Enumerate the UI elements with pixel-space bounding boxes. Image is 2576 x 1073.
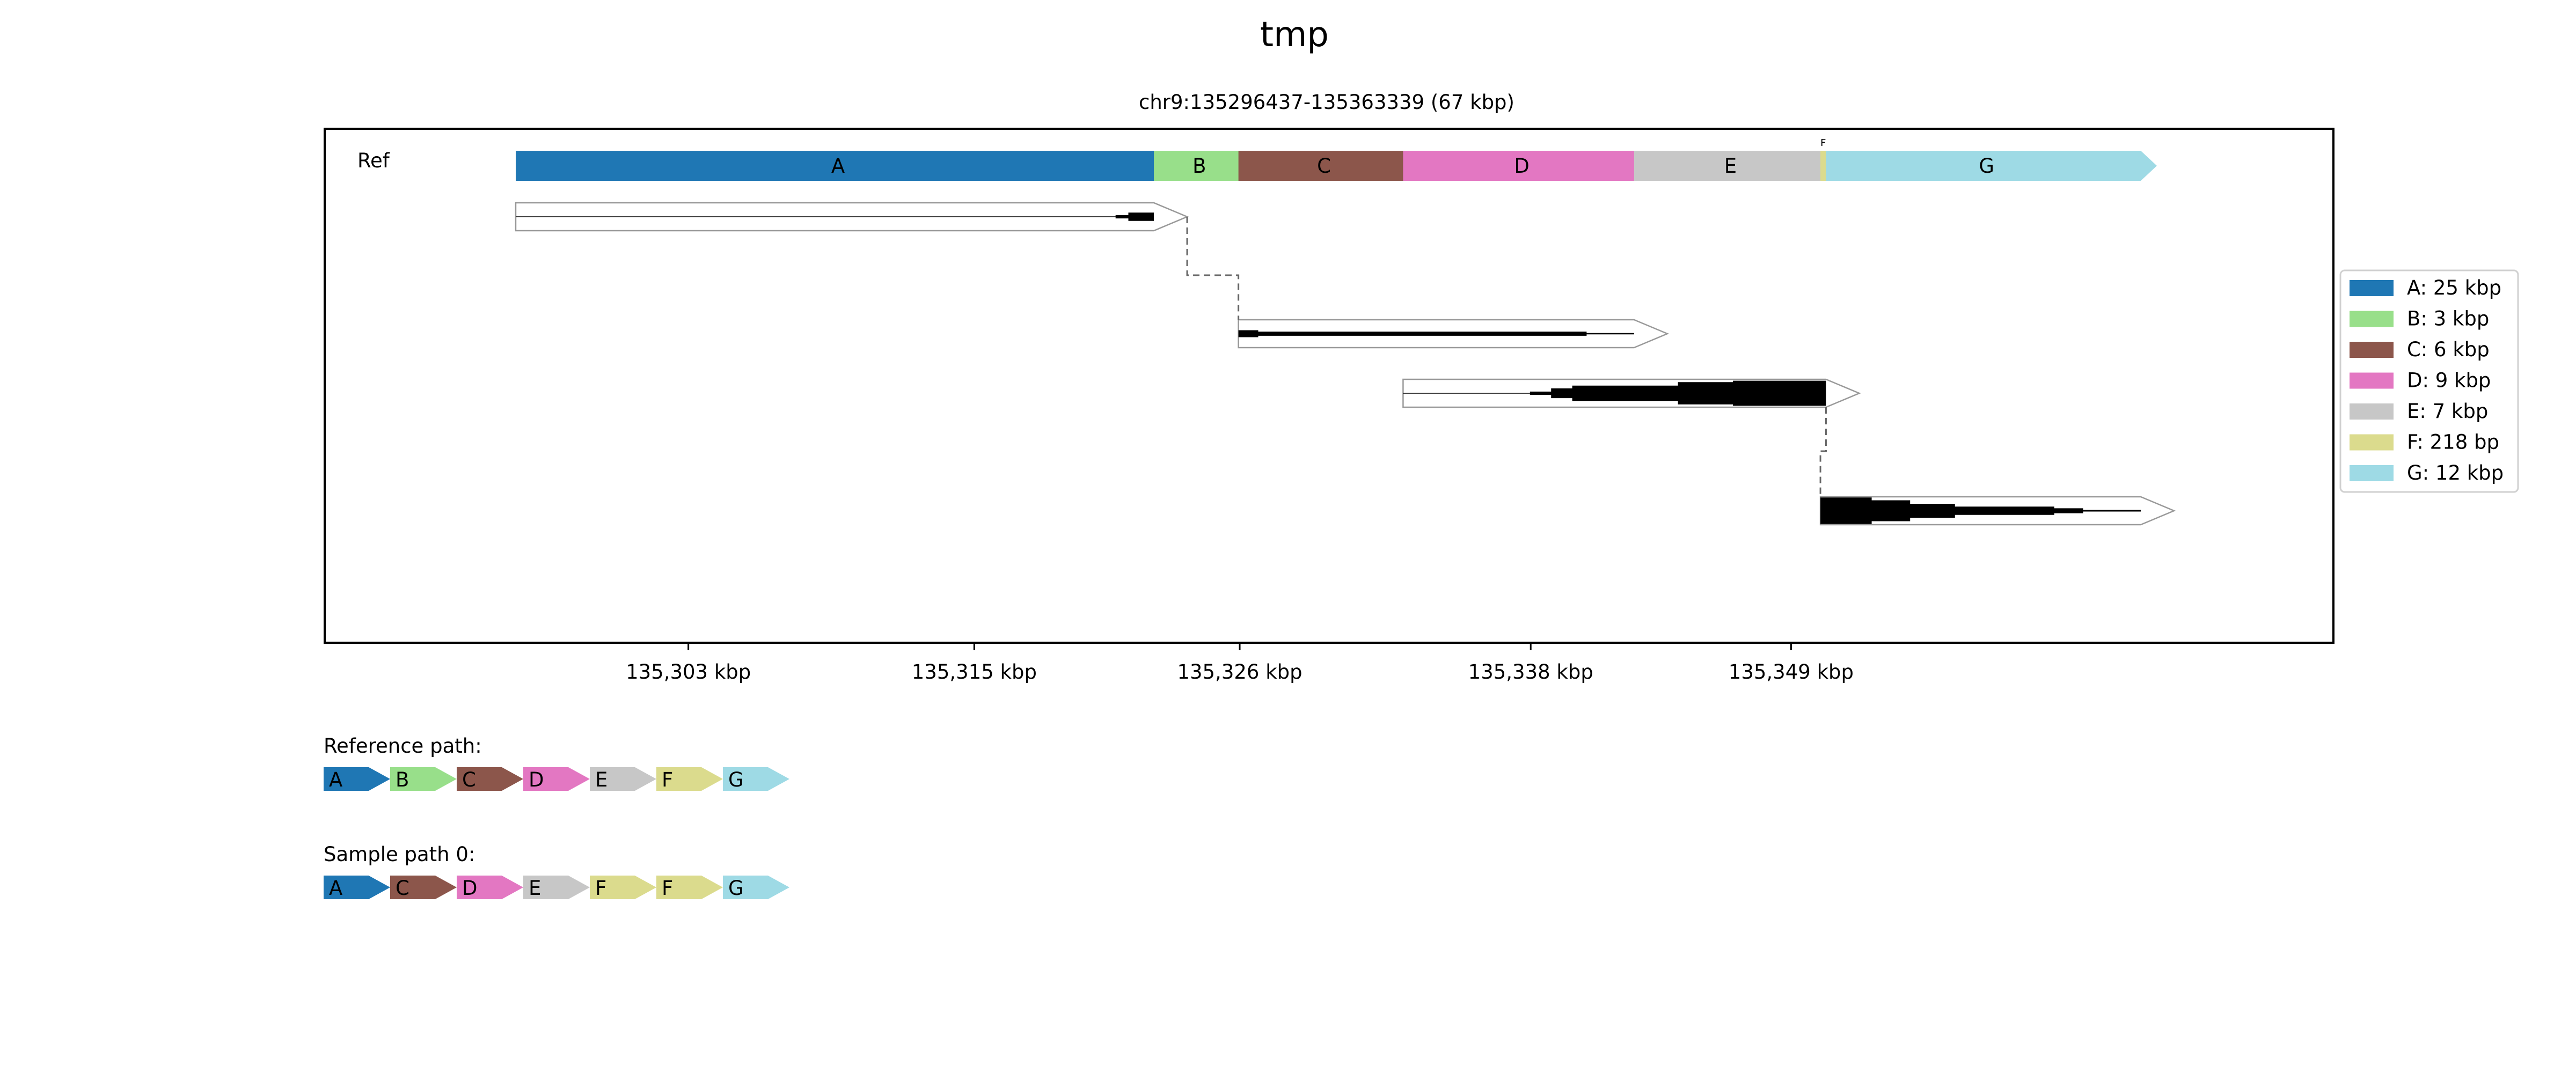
path-segment-d [523,767,590,791]
path-segment-label: F [595,877,606,900]
path-segment-d [457,876,523,899]
axis-tick-label: 135,338 kbp [1468,660,1593,684]
path-label: Sample path 0: [324,843,475,866]
path-segment-label: A [329,768,342,791]
axis-tick-label: 135,315 kbp [912,660,1037,684]
path-segment-label: G [728,877,744,900]
sample-reads [515,202,2176,526]
segment-label: C [1317,155,1331,178]
legend-swatch [2350,311,2394,327]
segment-d [1403,151,1650,181]
path-segment-a [324,876,390,899]
legend-swatch [2350,342,2394,358]
path-segment-g [723,876,789,899]
segment-e [1634,151,1837,181]
legend-swatch [2350,465,2394,481]
x-axis: 135,303 kbp 135,315 kbp 135,326 kbp 135,338… [626,643,1854,684]
path-segment-e [523,876,590,899]
axis-tick-label: 135,326 kbp [1177,660,1302,684]
segment-label: D [1514,155,1529,178]
track-label: Ref [357,149,390,172]
reference-track: A B C D E F G [516,137,2157,181]
path-segment-label: B [396,768,409,791]
path-diagrams: Reference path: A B C D E F G Sample path 0: A C D E… [324,734,789,900]
coverage-profile [1238,330,1634,337]
path-segment-label: C [462,768,476,791]
coverage-profile [516,212,1154,221]
path-connector [1186,217,1240,320]
legend-swatch [2350,434,2394,451]
segment-label: E [1724,155,1737,178]
segment-a [516,151,1170,181]
legend-label: G: 12 kbp [2407,461,2504,484]
legend-label: F: 218 bp [2407,431,2499,454]
path-label: Reference path: [324,734,482,758]
path-segment-label: F [662,768,673,791]
path-segment-g [723,767,789,791]
legend-swatch [2350,403,2394,420]
segment-label: F [1820,137,1826,149]
figure-title: tmp [1260,15,1329,55]
path-segment-label: F [662,877,673,900]
segment-label: G [1979,155,1994,178]
coverage-profile [1820,497,2141,524]
legend-swatch [2350,280,2394,296]
path-segment-c [390,876,457,899]
segment-label: B [1192,155,1206,178]
legend: A: 25 kbp B: 3 kbp C: 6 kbp D: 9 kbp E: 7 kb… [2339,269,2519,493]
path-segment-c [457,767,523,791]
path-segment-label: G [728,768,744,791]
region-label: chr9:135296437-135363339 (67 kbp) [1139,91,1514,114]
path-connector [1819,407,1827,497]
path-segment-label: E [595,768,608,791]
path-segment-label: C [396,877,409,900]
path-segment-f [656,767,723,791]
coverage-profile [1403,380,1826,406]
legend-label: D: 9 kbp [2407,369,2491,392]
axis-tick-label: 135,349 kbp [1729,660,1854,684]
legend-label: B: 3 kbp [2407,307,2489,330]
axis-tick-label: 135,303 kbp [626,660,751,684]
segment-c [1238,151,1419,181]
segment-label: A [831,155,845,178]
legend-swatch [2350,372,2394,389]
path-segment-label: A [329,877,342,900]
path-segment-f [656,876,723,899]
segment-g [1826,151,2157,181]
path-segment-label: E [529,877,541,900]
path-segment-label: D [462,877,478,900]
path-segment-b [390,767,457,791]
legend-label: A: 25 kbp [2407,276,2501,299]
path-segment-e [590,767,656,791]
path-segment-label: D [529,768,544,791]
legend-label: E: 7 kbp [2407,400,2488,423]
path-segment-f [590,876,656,899]
segment-b [1154,151,1255,181]
legend-label: C: 6 kbp [2407,338,2490,361]
path-segment-a [324,767,390,791]
plot-frame [324,128,2334,644]
